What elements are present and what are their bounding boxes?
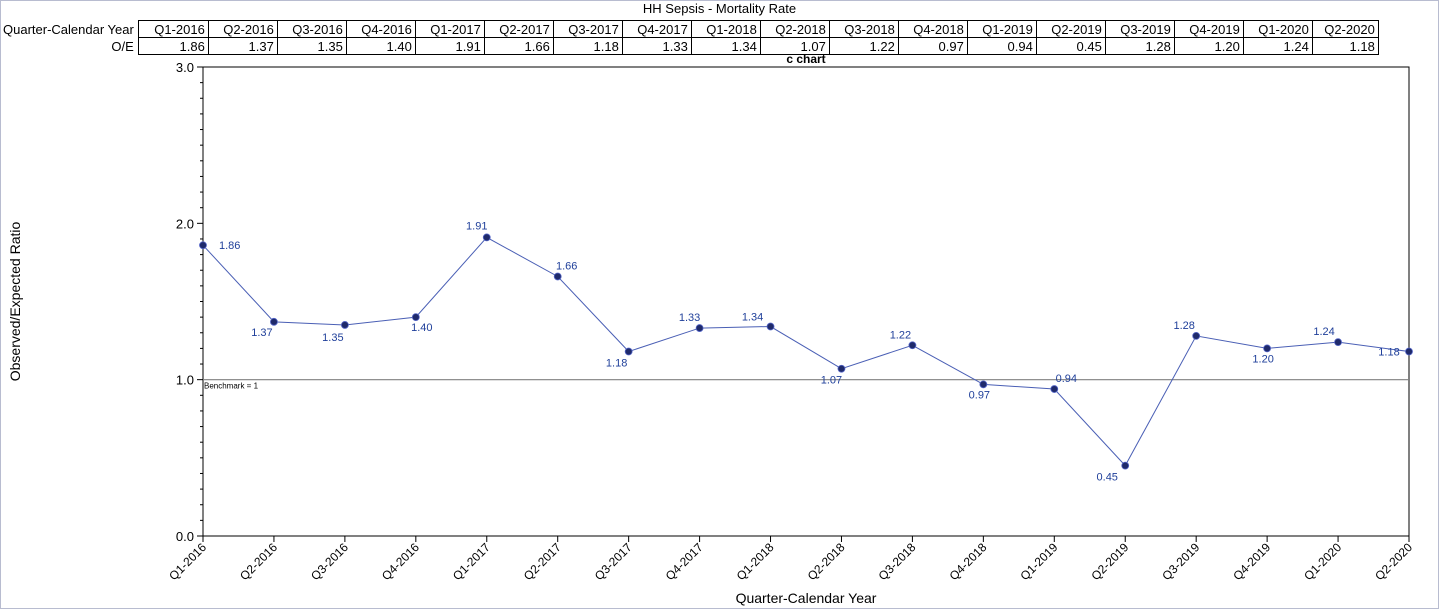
data-label: 1.40 xyxy=(411,322,432,334)
series-line xyxy=(202,236,1410,467)
data-label: 1.91 xyxy=(466,220,487,232)
table-cell-value: 1.40 xyxy=(345,37,416,55)
x-tick-label: Q4-2018 xyxy=(947,540,990,583)
data-point xyxy=(270,317,278,326)
x-tick-label: Q4-2019 xyxy=(1230,540,1273,583)
data-point xyxy=(199,241,207,250)
table-cell-value: 1.66 xyxy=(483,37,554,55)
data-point xyxy=(1334,338,1342,347)
x-tick-label: Q2-2016 xyxy=(237,540,280,583)
data-label: 1.66 xyxy=(556,260,577,272)
table-cell-value: 1.33 xyxy=(621,37,692,55)
table-cell-quarter: Q4-2016 xyxy=(345,20,416,38)
data-point xyxy=(624,347,633,356)
data-point xyxy=(766,322,775,331)
x-tick-label: Q2-2020 xyxy=(1372,540,1415,583)
data-point xyxy=(908,341,917,350)
table-cell-quarter: Q3-2018 xyxy=(828,20,899,38)
data-label: 1.18 xyxy=(606,358,627,370)
y-tick-label: 1.0 xyxy=(176,373,194,388)
data-label: 1.28 xyxy=(1173,320,1194,332)
data-label: 1.35 xyxy=(322,332,343,344)
data-label: 0.94 xyxy=(1056,373,1077,385)
data-label: 1.86 xyxy=(219,240,240,252)
table-cell-value: 0.97 xyxy=(897,37,968,55)
y-tick-label: 2.0 xyxy=(176,216,194,231)
table-cell-value: 1.18 xyxy=(1311,37,1379,55)
table-cell-value: 1.28 xyxy=(1104,37,1175,55)
data-label: 1.20 xyxy=(1252,353,1273,365)
data-point xyxy=(1121,461,1130,470)
data-point xyxy=(340,321,349,329)
data-table: Quarter-Calendar Year Q1-2016 Q2-2016 Q3-2… xyxy=(0,20,1379,55)
benchmark-label: Benchmark = 1 xyxy=(204,382,259,391)
data-point xyxy=(837,364,846,373)
table-cell-quarter: Q2-2017 xyxy=(483,20,554,38)
data-point xyxy=(1050,385,1059,393)
x-tick-label: Q4-2017 xyxy=(663,540,706,583)
x-tick-label: Q1-2017 xyxy=(450,540,493,583)
data-label: 1.33 xyxy=(679,312,700,324)
row-label-oe: O/E xyxy=(111,38,134,54)
data-label: 1.24 xyxy=(1313,326,1334,338)
x-tick-label: Q2-2018 xyxy=(805,540,848,583)
table-cell-value: 1.37 xyxy=(207,37,278,55)
x-axis-title: Quarter-Calendar Year xyxy=(736,590,877,606)
data-point xyxy=(1263,344,1272,353)
x-tick-label: Q3-2017 xyxy=(592,540,635,583)
table-cell-value: 1.86 xyxy=(137,37,209,55)
x-tick-label: Q2-2019 xyxy=(1088,540,1131,583)
data-point xyxy=(411,313,420,322)
page-title: HH Sepsis - Mortality Rate xyxy=(642,1,797,16)
x-tick-label: Q3-2016 xyxy=(308,540,351,583)
data-label: 1.22 xyxy=(890,329,911,341)
table-row-quarters: Quarter-Calendar Year Q1-2016 Q2-2016 Q3-2… xyxy=(0,20,1379,38)
x-tick-label: Q1-2018 xyxy=(734,540,777,583)
data-label: 1.18 xyxy=(1378,347,1399,359)
x-tick-label: Q3-2018 xyxy=(876,540,919,583)
table-cell-quarter: Q4-2019 xyxy=(1173,20,1244,38)
table-cell-value: 1.91 xyxy=(414,37,485,55)
table-cell-value: 1.07 xyxy=(759,37,830,55)
data-point xyxy=(1192,331,1201,340)
data-label: 1.37 xyxy=(251,327,272,339)
table-cell-value: 1.18 xyxy=(552,37,623,55)
table-cell-quarter: Q2-2019 xyxy=(1035,20,1106,38)
data-point xyxy=(1405,347,1413,356)
y-axis-title: Observed/Expected Ratio xyxy=(7,222,23,382)
x-tick-label: Q1-2016 xyxy=(166,540,209,583)
chart-subtitle: c chart xyxy=(786,52,825,66)
data-label: 1.07 xyxy=(821,375,842,387)
y-tick-label: 3.0 xyxy=(176,60,194,75)
y-tick-label: 0.0 xyxy=(176,529,194,544)
x-tick-label: Q2-2017 xyxy=(521,540,564,583)
table-cell-value: 1.20 xyxy=(1173,37,1244,55)
x-tick-label: Q3-2019 xyxy=(1159,540,1202,583)
data-point xyxy=(482,233,491,242)
data-label: 0.45 xyxy=(1097,472,1118,484)
table-row-values: O/E 1.86 1.37 1.35 1.40 1.91 1.66 1.18 1.33 1.34… xyxy=(0,37,1379,55)
row-label-quarter: Quarter-Calendar Year xyxy=(3,21,134,37)
x-tick-label: Q1-2019 xyxy=(1017,540,1060,583)
table-cell-value: 0.94 xyxy=(966,37,1037,55)
table-cell-quarter: Q1-2017 xyxy=(414,20,485,38)
data-point xyxy=(979,380,988,389)
table-cell-value: 1.34 xyxy=(690,37,761,55)
data-label: 1.34 xyxy=(742,312,763,324)
table-cell-quarter: Q2-2020 xyxy=(1311,20,1379,38)
x-tick-label: Q1-2020 xyxy=(1301,540,1344,583)
data-label: 0.97 xyxy=(969,389,990,401)
x-tick-label: Q4-2016 xyxy=(379,540,422,583)
data-point xyxy=(553,272,562,281)
data-point xyxy=(695,324,704,332)
plot-area xyxy=(202,66,1410,537)
